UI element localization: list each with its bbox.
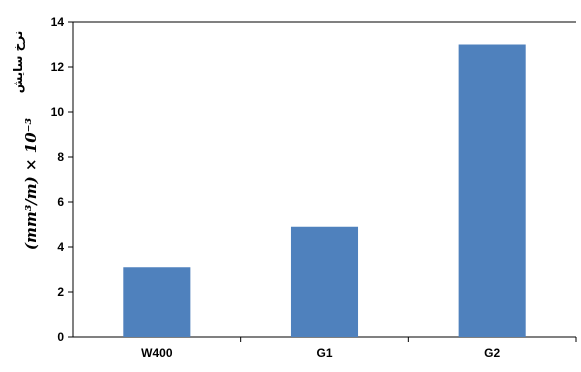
bars bbox=[123, 44, 526, 337]
bar-g2 bbox=[458, 44, 526, 337]
x-tick-labels: W400 G1 G2 bbox=[141, 346, 500, 360]
y-tick-label: 10 bbox=[51, 105, 65, 119]
y-axis-label-text: نرخ سایش bbox=[11, 31, 25, 94]
y-tick-label: 14 bbox=[51, 15, 65, 29]
y-tick-label: 6 bbox=[57, 195, 64, 209]
y-tick-label: 12 bbox=[51, 60, 65, 74]
x-tick-label-g2: G2 bbox=[484, 346, 500, 360]
y-tick-label: 4 bbox=[57, 240, 64, 254]
y-tick-labels: 0 2 4 6 8 10 12 14 bbox=[51, 15, 65, 344]
x-tick-label-g1: G1 bbox=[316, 346, 332, 360]
y-axis-label-units: (mm³/m) × 10⁻³ bbox=[22, 117, 40, 250]
bar-w400 bbox=[123, 267, 191, 337]
x-tick-label-w400: W400 bbox=[141, 346, 173, 360]
y-tick-label: 0 bbox=[57, 330, 64, 344]
y-tick-label: 2 bbox=[57, 285, 64, 299]
bar-g1 bbox=[290, 226, 359, 337]
y-tick-label: 8 bbox=[57, 150, 64, 164]
y-axis-label: (mm³/m) × 10⁻³ نرخ سایش bbox=[11, 31, 40, 250]
